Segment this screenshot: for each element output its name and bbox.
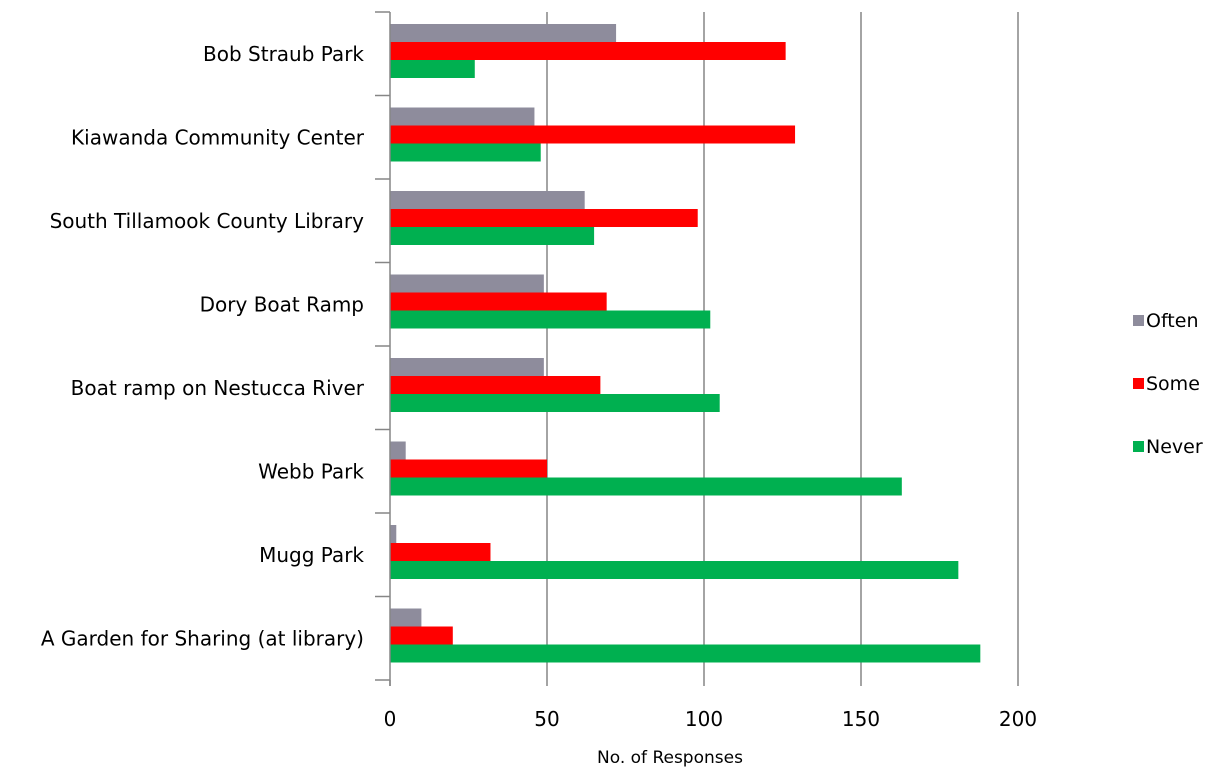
bar-often-mugg-park [390, 525, 397, 543]
category-label-south-tillamook-county-library: South Tillamook County Library [50, 209, 365, 233]
bar-some-kiawanda-community-center [390, 125, 796, 144]
x-tick-label-0: 0 [384, 707, 397, 731]
legend-label-some: Some [1146, 373, 1200, 395]
bar-some-south-tillamook-county-library [390, 209, 698, 227]
x-tick-label-50: 50 [534, 707, 559, 731]
category-label-mugg-park: Mugg Park [259, 543, 364, 567]
bar-often-bob-straub-park [390, 24, 617, 42]
bar-never-dory-boat-ramp [390, 310, 711, 329]
bar-often-kiawanda-community-center [390, 107, 535, 126]
category-label-kiawanda-community-center: Kiawanda Community Center [71, 125, 365, 149]
x-tick-label-100: 100 [685, 707, 723, 731]
bar-some-mugg-park [390, 543, 491, 561]
bars [390, 24, 981, 663]
labels: 0 50 100 150 200 Bob Straub Park Kiawanda Comm… [41, 42, 1037, 731]
legend-swatch-often [1133, 315, 1144, 326]
bar-never-a-garden-for-sharing-at-library [390, 644, 981, 663]
bar-some-a-garden-for-sharing-at-library [390, 626, 453, 645]
bar-often-boat-ramp-on-nestucca-river [390, 358, 544, 376]
bar-never-boat-ramp-on-nestucca-river [390, 394, 720, 412]
gridlines [546, 12, 1019, 680]
bar-never-mugg-park [390, 561, 959, 579]
x-tick-label-200: 200 [999, 707, 1037, 731]
legend-swatch-never [1133, 441, 1144, 452]
bar-never-webb-park [390, 477, 902, 496]
legend-label-never: Never [1146, 436, 1203, 458]
legend-label-often: Often [1146, 310, 1199, 332]
bar-some-boat-ramp-on-nestucca-river [390, 376, 601, 394]
category-label-webb-park: Webb Park [258, 459, 364, 483]
legend: Often Some Never [1133, 310, 1203, 458]
bar-never-bob-straub-park [390, 60, 475, 78]
bar-some-webb-park [390, 459, 547, 478]
bar-often-webb-park [390, 441, 406, 460]
x-axis-title: No. of Responses [597, 748, 743, 768]
bar-some-dory-boat-ramp [390, 292, 607, 311]
bar-often-south-tillamook-county-library [390, 191, 585, 209]
legend-swatch-some [1133, 378, 1144, 389]
bar-never-kiawanda-community-center [390, 143, 541, 162]
bar-often-dory-boat-ramp [390, 274, 544, 293]
bar-often-a-garden-for-sharing-at-library [390, 608, 422, 627]
category-label-boat-ramp-on-nestucca-river: Boat ramp on Nestucca River [71, 376, 365, 400]
category-label-a-garden-for-sharing-at-library: A Garden for Sharing (at library) [41, 626, 364, 650]
x-tick-label-150: 150 [842, 707, 880, 731]
bar-some-bob-straub-park [390, 42, 786, 60]
category-label-dory-boat-ramp: Dory Boat Ramp [200, 292, 364, 316]
bar-never-south-tillamook-county-library [390, 227, 595, 245]
axes [375, 11, 1019, 686]
category-label-bob-straub-park: Bob Straub Park [203, 42, 364, 66]
